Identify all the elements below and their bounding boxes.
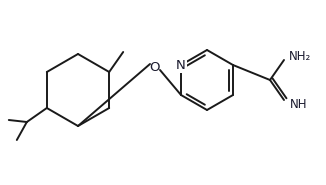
Text: NH₂: NH₂ — [289, 50, 311, 63]
Text: NH: NH — [290, 97, 307, 110]
Text: O: O — [150, 60, 160, 73]
Text: N: N — [176, 58, 186, 71]
